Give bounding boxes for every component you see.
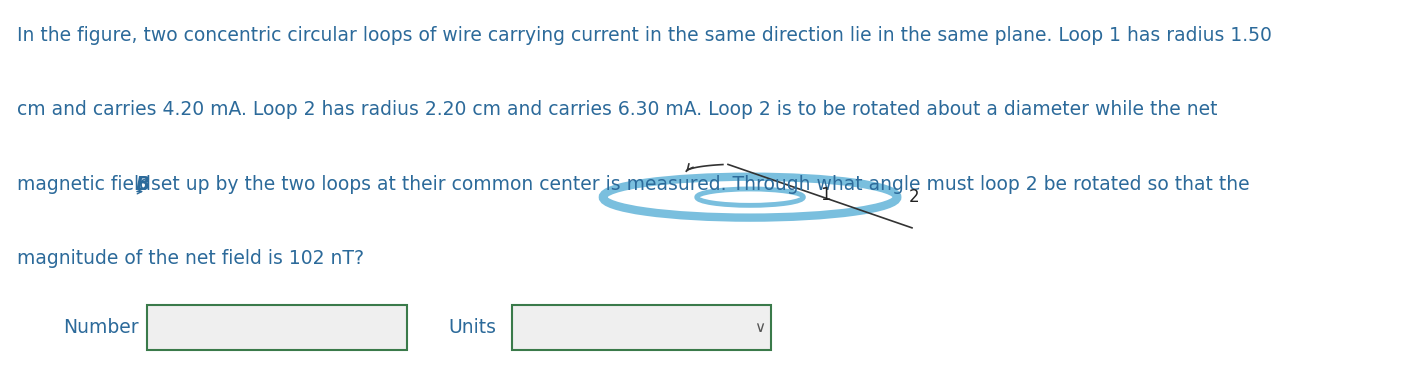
Bar [147,305,407,350]
Text: Units: Units [449,318,496,337]
Text: cm and carries 4.20 mA. Loop 2 has radius 2.20 cm and carries 6.30 mA. Loop 2 is: cm and carries 4.20 mA. Loop 2 has radiu… [17,100,1217,119]
Text: ∨: ∨ [754,320,765,335]
Text: In the figure, two concentric circular loops of wire carrying current in the sam: In the figure, two concentric circular l… [17,26,1272,45]
Text: B: B [136,175,150,194]
Ellipse shape [603,177,897,218]
Bar [512,305,771,350]
Text: 1: 1 [820,186,831,204]
Text: magnitude of the net field is 102 nT?: magnitude of the net field is 102 nT? [17,249,365,268]
Text: set up by the two loops at their common center is measured. Through what angle m: set up by the two loops at their common … [146,175,1251,194]
Text: Number: Number [63,318,139,337]
Ellipse shape [697,189,803,205]
Text: magnetic field: magnetic field [17,175,163,194]
Text: 2: 2 [908,188,920,206]
